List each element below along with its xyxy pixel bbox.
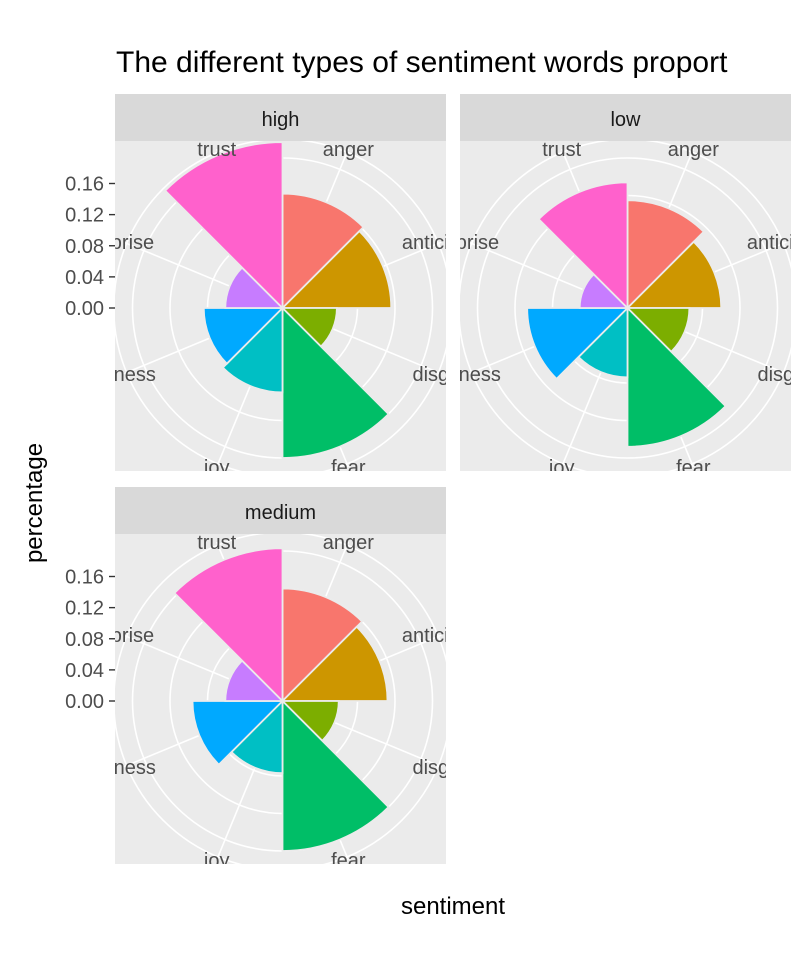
panel-plot-area: anger anticipati disgus fear joy adness urpris…: [436, 139, 806, 479]
panel-strip: [460, 94, 791, 141]
category-label-fear: fear: [331, 457, 366, 479]
bar-anticipation: [625, 240, 723, 309]
bar-joy: [230, 698, 284, 775]
bar-anticipation: [280, 625, 389, 702]
panel-medium: medium anger anticipati disgus fear joy adness…: [65, 487, 481, 872]
bar-anger: [281, 587, 364, 704]
y-tick-label: 0.00: [65, 691, 104, 713]
category-label-surprise: urprise: [93, 232, 154, 254]
bar-trust: [537, 181, 629, 311]
y-tick-label: 0.12: [65, 598, 104, 620]
panels-group: high anger anticipati disgus fear joy adness ur…: [65, 94, 806, 872]
bar-fear: [281, 698, 390, 852]
bar-joy: [221, 305, 284, 394]
bar-trust: [173, 547, 284, 704]
category-label-anticipation: anticipati: [402, 625, 481, 647]
panel-low: low anger anticipati disgus fear joy adness urp…: [436, 94, 806, 479]
chart-title: The different types of sentiment words p…: [116, 46, 728, 79]
bar-fear: [281, 305, 390, 459]
bar-sadness: [202, 307, 285, 365]
category-label-trust: trust: [542, 139, 581, 161]
category-label-anger: anger: [323, 532, 374, 554]
bar-fear: [626, 305, 727, 448]
y-axis-label: percentage: [21, 443, 48, 563]
category-label-disgust: disgus: [412, 364, 470, 386]
y-tick-label: 0.00: [65, 298, 104, 320]
category-label-surprise: urprise: [438, 232, 499, 254]
panel-plot-area: anger anticipati disgus fear joy adness urpris…: [91, 139, 481, 479]
category-label-disgust: disgus: [757, 364, 806, 386]
panel-strip: [115, 94, 446, 141]
category-label-trust: trust: [197, 139, 236, 161]
y-tick-label: 0.08: [65, 629, 104, 651]
category-label-anticipation: anticipati: [402, 232, 481, 254]
category-label-fear: fear: [331, 850, 366, 872]
category-label-fear: fear: [676, 457, 711, 479]
category-label-joy: joy: [548, 457, 575, 479]
category-label-anger: anger: [323, 139, 374, 161]
bar-sadness: [526, 307, 630, 381]
bar-trust: [163, 141, 284, 311]
bar-anticipation: [280, 229, 393, 309]
bar-sadness: [191, 700, 285, 766]
y-tick-label: 0.04: [65, 660, 104, 682]
x-axis-label: sentiment: [401, 893, 505, 920]
category-label-anticipation: anticipati: [747, 232, 806, 254]
category-label-sadness: adness: [91, 364, 156, 386]
grid-circle: [476, 157, 779, 459]
category-label-joy: joy: [203, 850, 230, 872]
y-tick-label: 0.16: [65, 567, 104, 589]
category-label-joy: joy: [203, 457, 230, 479]
category-label-anger: anger: [668, 139, 719, 161]
panel-strip-label: low: [610, 109, 641, 131]
panel-strip: [115, 487, 446, 534]
category-label-sadness: adness: [436, 364, 501, 386]
category-label-trust: trust: [197, 532, 236, 554]
bar-anger: [281, 192, 365, 311]
category-label-sadness: adness: [91, 757, 156, 779]
panel-strip-label: high: [262, 109, 300, 131]
category-label-surprise: urprise: [93, 625, 154, 647]
category-label-disgust: disgus: [412, 757, 470, 779]
y-tick-label: 0.04: [65, 267, 104, 289]
y-tick-label: 0.08: [65, 236, 104, 258]
panel-plot-area: anger anticipati disgus fear joy adness urpris…: [91, 532, 481, 872]
y-tick-label: 0.16: [65, 174, 104, 196]
bar-anger: [626, 199, 706, 311]
panel-high: high anger anticipati disgus fear joy adness ur…: [65, 94, 481, 479]
y-tick-label: 0.12: [65, 205, 104, 227]
panel-strip-label: medium: [245, 502, 316, 524]
